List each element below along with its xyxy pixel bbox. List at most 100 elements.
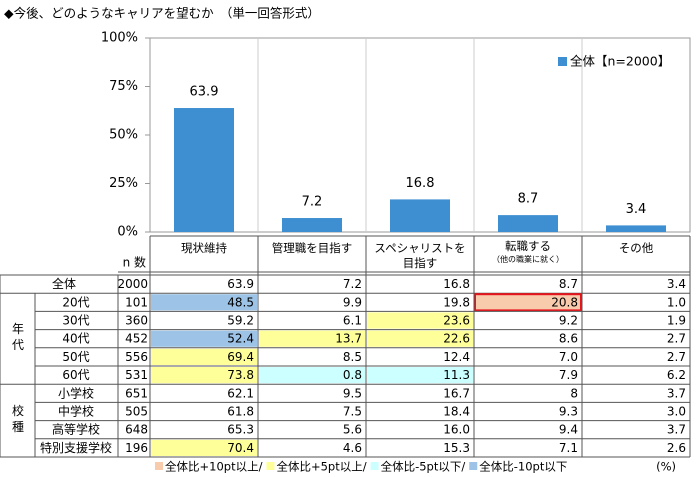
cell-highlight xyxy=(151,439,257,456)
table-value: 4.6 xyxy=(343,441,362,455)
table-value: 8 xyxy=(570,386,578,400)
column-header: 管理職を目指す xyxy=(271,241,353,255)
cell-highlight xyxy=(475,294,581,311)
table-value: 23.6 xyxy=(443,314,470,328)
row-n: 531 xyxy=(125,368,148,382)
table-value: 48.5 xyxy=(227,295,254,309)
y-tick-label: 75% xyxy=(109,79,138,94)
y-tick-label: 100% xyxy=(101,31,138,46)
table-value: 18.4 xyxy=(443,405,470,419)
bar xyxy=(282,218,342,232)
group-label: 年代 xyxy=(11,322,25,354)
bar xyxy=(606,225,666,232)
row-n: 556 xyxy=(125,350,148,364)
highlight-swatch xyxy=(155,462,163,470)
cell-highlight xyxy=(151,330,257,347)
table-value: 70.4 xyxy=(227,441,254,455)
table-value: 13.7 xyxy=(335,332,362,346)
table-value: 2.6 xyxy=(667,441,686,455)
row-label: 小学校 xyxy=(58,385,94,400)
cell-highlight xyxy=(259,330,365,347)
table-value: 5.6 xyxy=(343,423,362,437)
table-value: 7.5 xyxy=(343,405,362,419)
y-tick-label: 25% xyxy=(109,176,138,191)
table-value: 1.9 xyxy=(667,314,686,328)
row-n: 360 xyxy=(125,314,148,328)
data-label: 16.8 xyxy=(406,176,435,191)
row-label: 高等学校 xyxy=(52,422,100,437)
table-value: 65.3 xyxy=(227,423,254,437)
legend-swatch xyxy=(558,57,567,66)
column-header: 現状維持 xyxy=(181,241,227,255)
table-value: 6.2 xyxy=(667,368,686,382)
y-tick-label: 0% xyxy=(117,225,138,240)
row-n: 648 xyxy=(125,423,148,437)
bar xyxy=(174,108,234,232)
row-label: 20代 xyxy=(62,295,89,309)
highlight-swatch xyxy=(370,462,379,470)
data-label: 8.7 xyxy=(518,192,539,207)
row-n: 196 xyxy=(125,441,148,455)
cell-highlight xyxy=(367,312,473,329)
table-value: 9.9 xyxy=(343,295,362,309)
column-header: スペシャリストを 目指す xyxy=(374,241,466,270)
n-header: n 数 xyxy=(123,255,146,270)
bar xyxy=(390,199,450,232)
table-value: 7.0 xyxy=(559,350,578,364)
column-header: その他 xyxy=(618,241,654,255)
legend-label: 全体【n=2000】 xyxy=(570,54,670,69)
table-value: 19.8 xyxy=(443,295,470,309)
table-value: 63.9 xyxy=(227,277,254,291)
table-value: 7.1 xyxy=(559,441,578,455)
table-value: 69.4 xyxy=(227,350,254,364)
table-value: 12.4 xyxy=(443,350,470,364)
table-value: 2.7 xyxy=(667,350,686,364)
row-n: 452 xyxy=(125,332,148,346)
highlight-label: 全体比-5pt以下/ xyxy=(381,460,466,474)
column-header: 転職する （他の職業に就く） xyxy=(474,239,582,266)
cell-highlight xyxy=(367,367,473,384)
table-value: 61.8 xyxy=(227,405,254,419)
cell-highlight xyxy=(151,348,257,365)
table-value: 16.7 xyxy=(443,386,470,400)
cell-highlight xyxy=(151,294,257,311)
cell-highlight xyxy=(151,367,257,384)
table-value: 8.7 xyxy=(559,277,578,291)
table-value: 8.6 xyxy=(559,332,578,346)
table-value: 9.2 xyxy=(559,314,578,328)
table-value: 1.0 xyxy=(667,295,686,309)
data-label: 7.2 xyxy=(302,195,323,210)
table-value: 16.8 xyxy=(443,277,470,291)
row-label: 特別支援学校 xyxy=(40,440,112,455)
table-value: 52.4 xyxy=(227,332,254,346)
highlight-swatch xyxy=(469,462,478,470)
table-value: 11.3 xyxy=(443,368,470,382)
cell-outline xyxy=(474,293,582,312)
table-value: 3.0 xyxy=(667,405,686,419)
highlight-swatch xyxy=(266,462,275,470)
table-value: 73.8 xyxy=(227,368,254,382)
table-value: 9.4 xyxy=(559,423,578,437)
row-label: 中学校 xyxy=(58,404,94,419)
table-value: 9.3 xyxy=(559,405,578,419)
row-label: 30代 xyxy=(62,314,89,328)
table-value: 8.5 xyxy=(343,350,362,364)
data-label: 63.9 xyxy=(190,85,219,100)
column-header-note: （他の職業に就く） xyxy=(492,255,564,264)
table-value: 16.0 xyxy=(443,423,470,437)
highlight-label: 全体比+5pt以上/ xyxy=(276,460,366,474)
table-value: 0.8 xyxy=(343,368,362,382)
cell-highlight xyxy=(367,330,473,347)
row-label: 全体 xyxy=(52,276,76,291)
row-label: 40代 xyxy=(62,332,89,346)
cell-highlight xyxy=(259,367,365,384)
table-value: 9.5 xyxy=(343,386,362,400)
table-value: 2.7 xyxy=(667,332,686,346)
table-value: 3.7 xyxy=(667,423,686,437)
row-n: 2000 xyxy=(117,277,148,291)
table-value: 3.7 xyxy=(667,386,686,400)
row-n: 101 xyxy=(125,295,148,309)
highlight-label: 全体比+10pt以上/ xyxy=(165,460,263,474)
